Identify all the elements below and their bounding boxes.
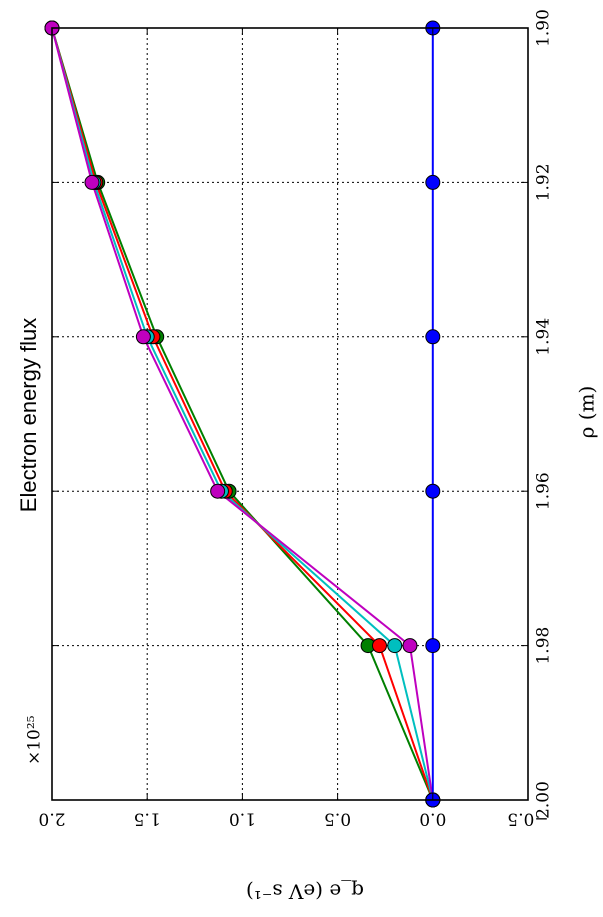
series-line xyxy=(51,27,434,801)
grid xyxy=(52,28,528,800)
y-tick-label: 0.0 xyxy=(419,809,446,829)
y-tick-label: −0.5 xyxy=(507,809,548,829)
tick-labels: 1.90 1.92 1.94 1.96 1.98 2.00 2.0 1.5 1.0 0.5 0.0 −… xyxy=(38,9,553,828)
series-line xyxy=(51,27,434,801)
x-tick-label: 1.90 xyxy=(534,9,554,47)
series-line xyxy=(51,27,434,801)
ticks xyxy=(51,27,529,801)
data-point xyxy=(425,329,441,345)
x-tick-label: 1.98 xyxy=(534,627,554,665)
plot-frame xyxy=(51,27,529,801)
data-point xyxy=(84,174,100,190)
data-point xyxy=(371,638,387,654)
x-axis-label: ρ (m) xyxy=(575,386,599,439)
x-tick-label: 1.92 xyxy=(534,163,554,201)
series-line xyxy=(51,27,434,801)
x-tick-label: 1.94 xyxy=(534,318,554,356)
data-point xyxy=(425,174,441,190)
data-point xyxy=(425,638,441,654)
data-point xyxy=(387,638,403,654)
y-axis-label: q_e (eV s⁻¹) xyxy=(246,880,364,904)
x-tick-label: 1.96 xyxy=(534,472,554,510)
data-point xyxy=(402,638,418,654)
y-tick-label: 1.5 xyxy=(134,809,161,829)
y-tick-label: 2.0 xyxy=(38,809,65,829)
y-tick-label: 1.0 xyxy=(229,809,256,829)
data-point xyxy=(210,483,226,499)
offset-label: ×10²⁵ xyxy=(25,715,45,765)
y-tick-label: 0.5 xyxy=(324,809,351,829)
x-tick-label: 2.00 xyxy=(534,781,554,819)
chart-title: Electron energy flux xyxy=(16,318,41,512)
data-point xyxy=(135,329,151,345)
data-point xyxy=(425,483,441,499)
